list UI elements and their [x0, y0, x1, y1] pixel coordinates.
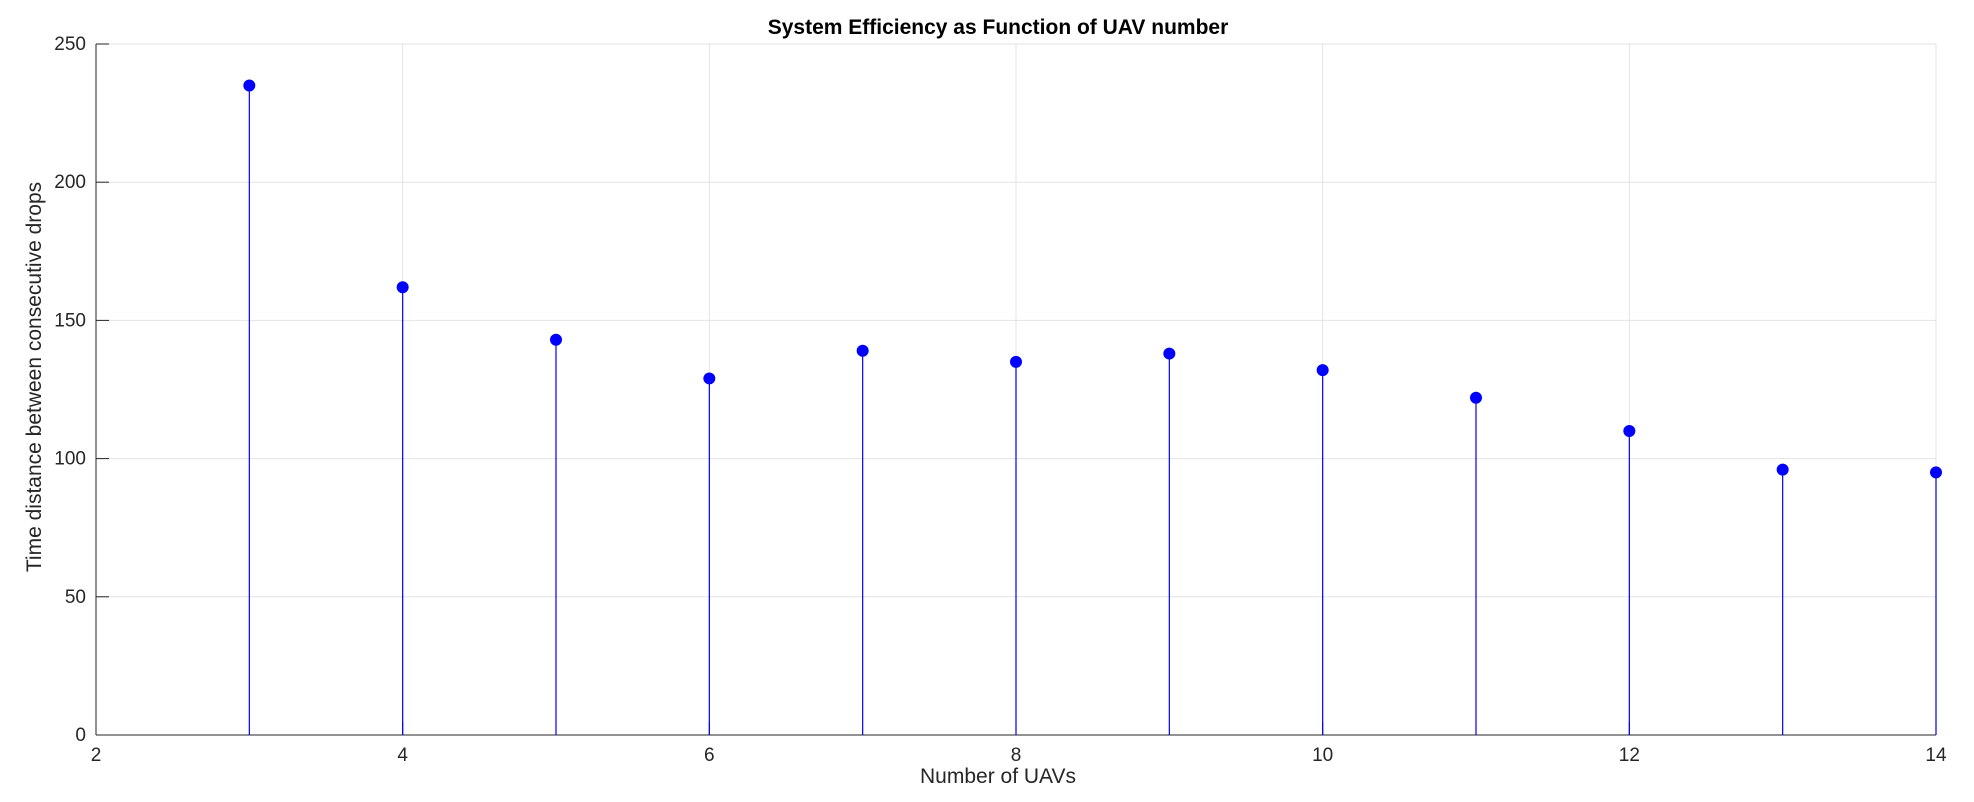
- y-tick-label: 50: [65, 587, 86, 608]
- x-tick-label: 10: [1312, 745, 1333, 766]
- x-tick-label: 4: [397, 745, 408, 766]
- stem-marker: [1623, 424, 1636, 437]
- stem-marker: [243, 79, 256, 92]
- x-tick-label: 12: [1619, 745, 1640, 766]
- y-axis-label: Time distance between consecutive drops: [23, 182, 46, 572]
- stem-marker: [1776, 463, 1789, 476]
- y-tick-label: 0: [75, 725, 86, 746]
- x-axis-label: Number of UAVs: [920, 765, 1076, 788]
- stem-marker: [1316, 364, 1329, 377]
- chart-title: System Efficiency as Function of UAV num…: [768, 16, 1229, 39]
- y-tick-label: 200: [54, 172, 86, 193]
- stem-marker: [1470, 391, 1482, 404]
- stems-layer: [243, 79, 1942, 735]
- x-tick-label: 8: [1011, 745, 1022, 766]
- y-tick-label: 100: [54, 449, 86, 470]
- stem-marker: [703, 372, 716, 385]
- stem-marker: [396, 281, 409, 294]
- stem-marker: [1163, 347, 1176, 360]
- stem-marker: [1010, 355, 1022, 368]
- stem-marker: [856, 344, 869, 357]
- x-tick-label: 6: [704, 745, 715, 766]
- x-tick-label: 2: [91, 745, 102, 766]
- tick-labels-layer: 2 4 6 8 10 12 14 0 50 100 150 200 250: [54, 34, 1947, 766]
- stem-marker: [1930, 466, 1942, 479]
- y-tick-label: 150: [54, 310, 86, 331]
- stem-marker: [550, 333, 562, 346]
- x-tick-label: 14: [1925, 745, 1947, 766]
- y-tick-label: 250: [54, 34, 86, 55]
